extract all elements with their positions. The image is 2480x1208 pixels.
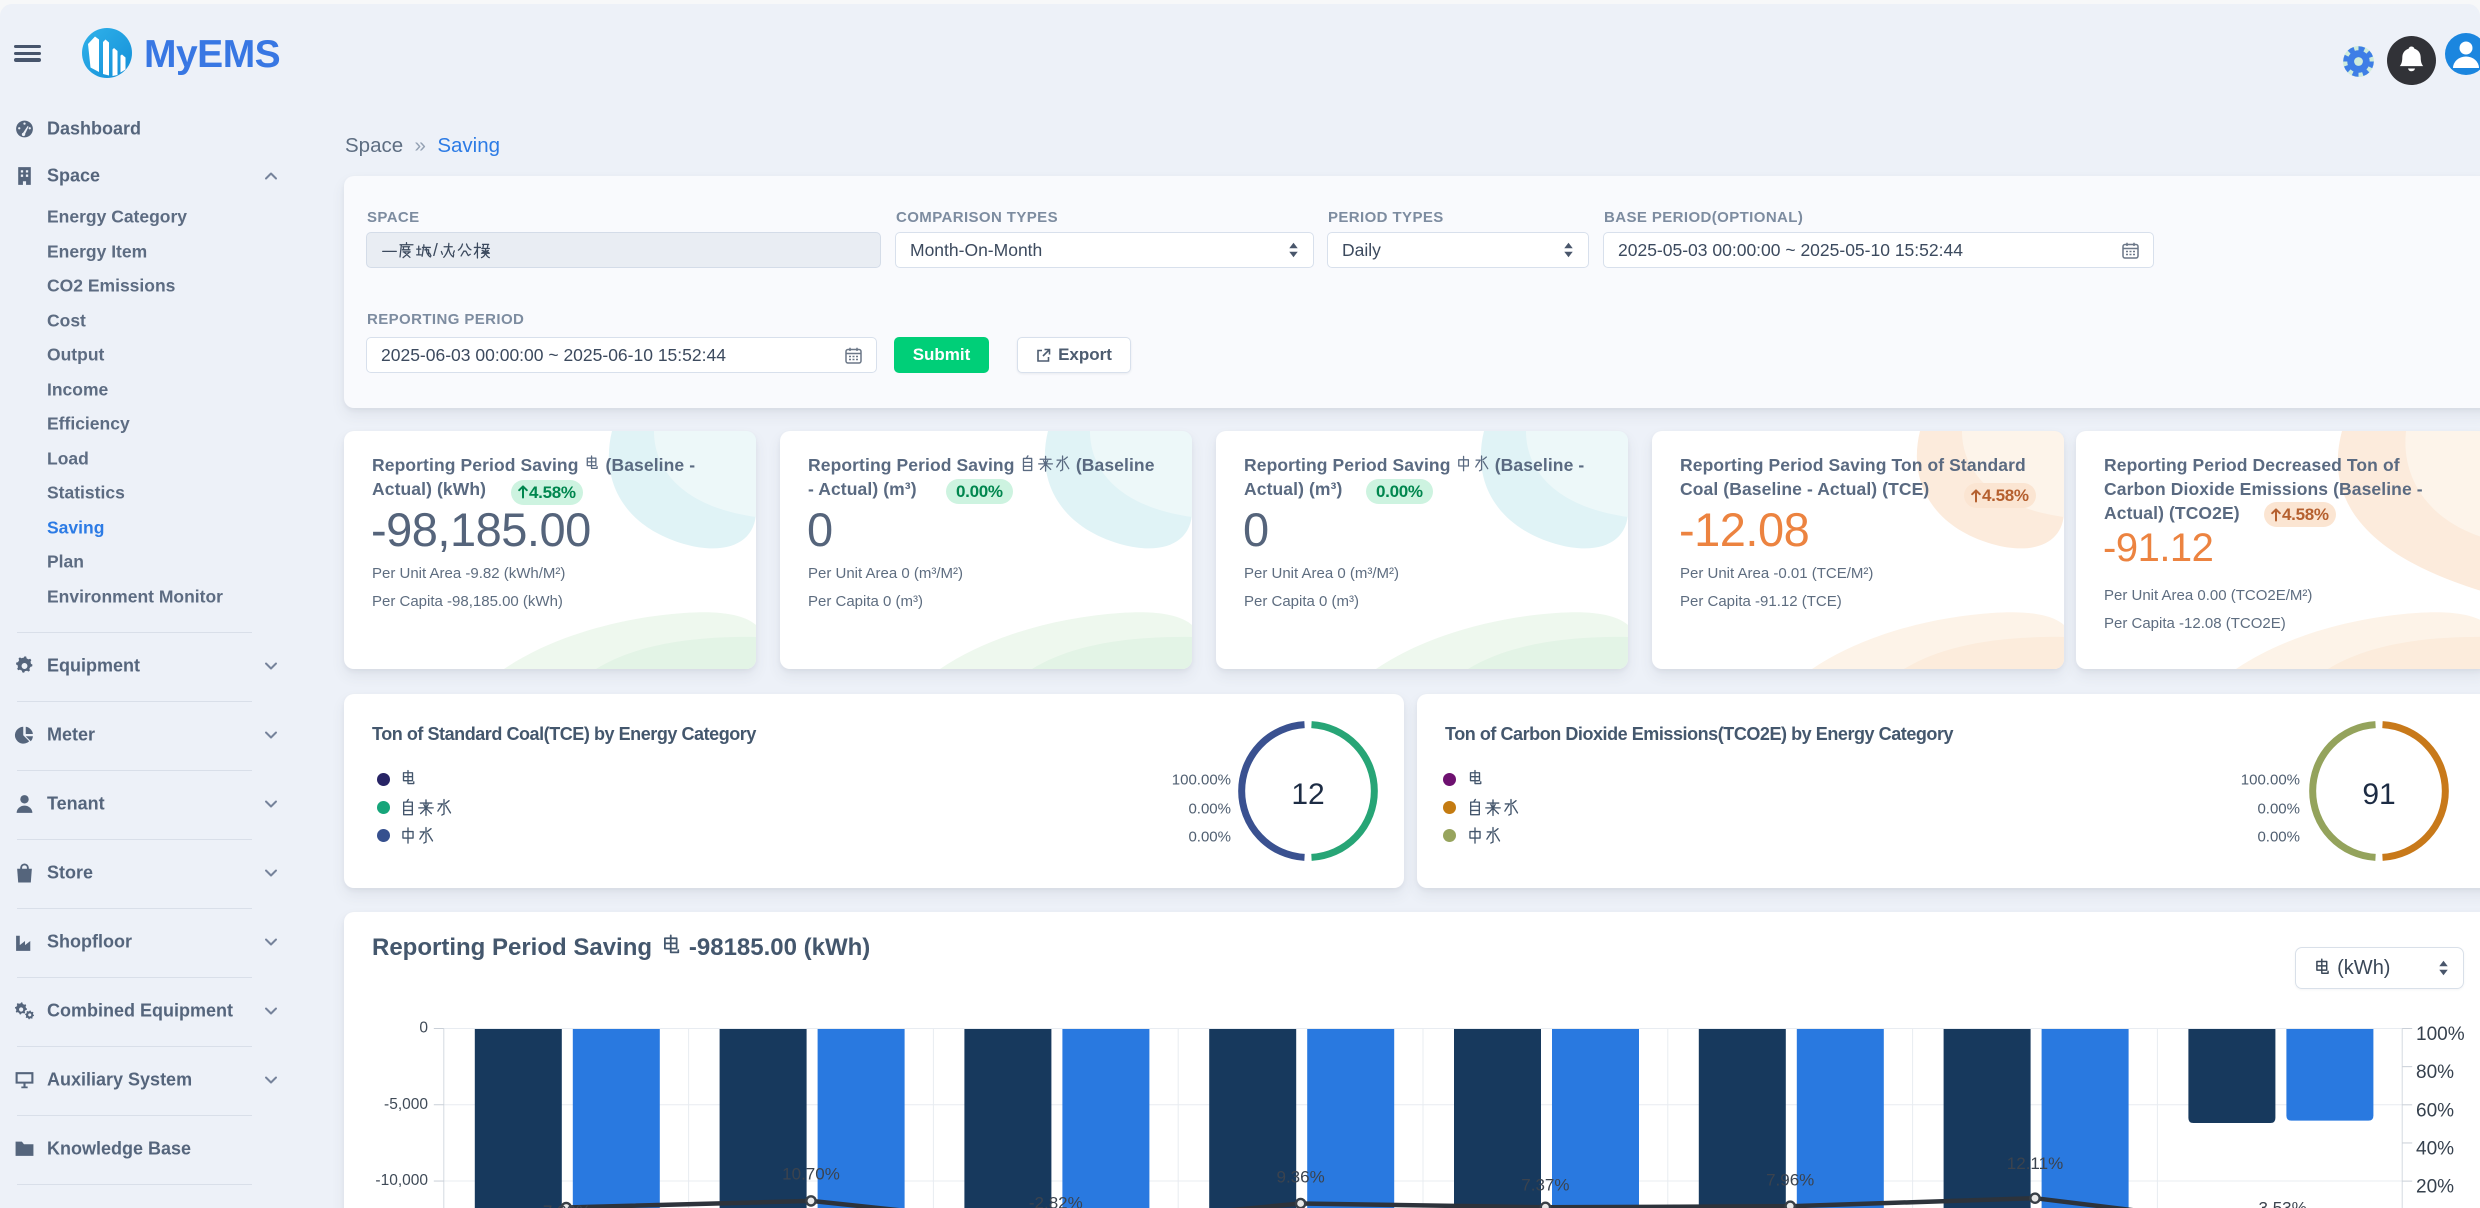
svg-text:10.70%: 10.70%: [782, 1165, 840, 1184]
svg-text:7.30%: 7.30%: [543, 1202, 591, 1208]
svg-text:20%: 20%: [2416, 1177, 2454, 1198]
svg-text:7.37%: 7.37%: [1521, 1176, 1569, 1195]
svg-text:9.36%: 9.36%: [1276, 1168, 1324, 1187]
svg-text:-3.53%: -3.53%: [2253, 1199, 2307, 1208]
svg-text:100%: 100%: [2416, 1024, 2465, 1045]
svg-text:12.11%: 12.11%: [2007, 1154, 2063, 1173]
svg-text:12: 12: [1291, 778, 1324, 811]
svg-text:7.96%: 7.96%: [1766, 1171, 1814, 1190]
svg-text:60%: 60%: [2416, 1100, 2454, 1121]
svg-text:91: 91: [2362, 778, 2395, 811]
svg-text:-10,000: -10,000: [375, 1172, 428, 1189]
svg-text:80%: 80%: [2416, 1062, 2454, 1083]
svg-text:40%: 40%: [2416, 1138, 2454, 1159]
svg-text:-5,000: -5,000: [384, 1096, 428, 1113]
svg-text:0: 0: [419, 1020, 428, 1037]
svg-text:-2.82%: -2.82%: [1029, 1194, 1083, 1208]
